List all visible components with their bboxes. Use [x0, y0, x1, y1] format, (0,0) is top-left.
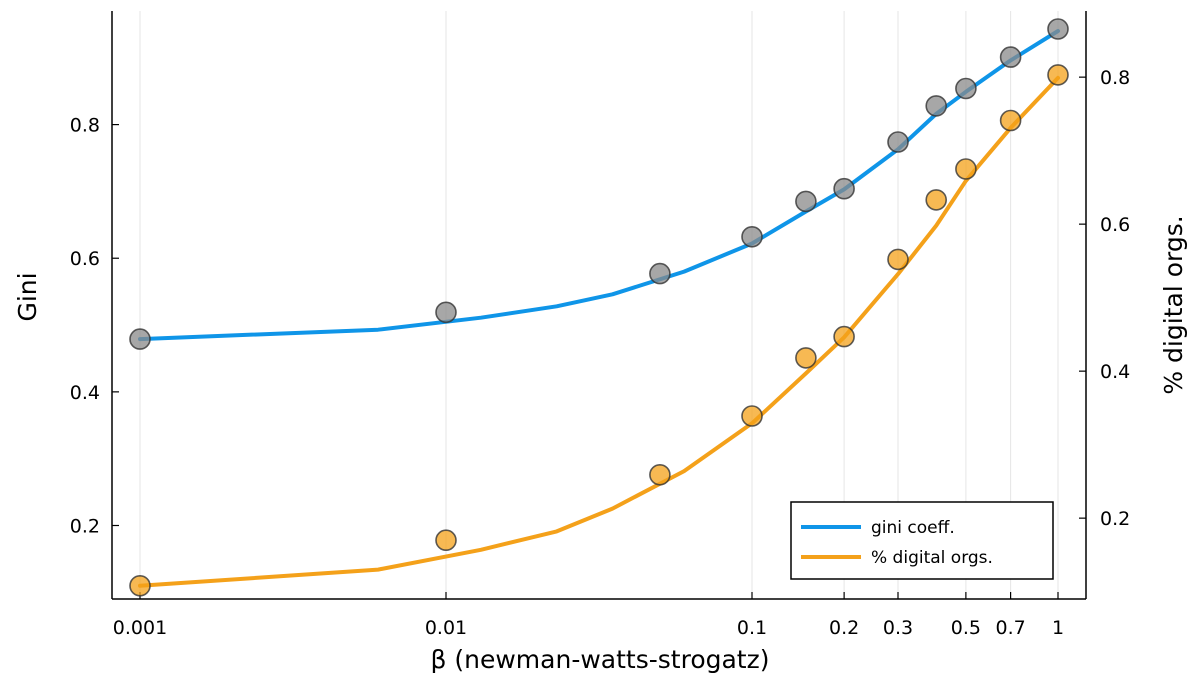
- data-point-gini: [741, 226, 763, 248]
- data-point-digital: [129, 574, 151, 597]
- data-point-gini: [649, 262, 671, 285]
- data-point-digital: [649, 463, 671, 486]
- data-point-gini: [999, 46, 1022, 68]
- fit-line-gini: [138, 29, 1060, 342]
- data-point-digital: [1047, 64, 1069, 86]
- data-point-digital: [955, 158, 977, 180]
- data-point-gini: [129, 328, 151, 350]
- data-point-digital: [999, 109, 1022, 132]
- grid: [139, 11, 1059, 599]
- data-point-gini: [795, 190, 817, 213]
- x-tick-label: 0.1: [737, 617, 767, 639]
- fit-line-digital: [138, 75, 1060, 588]
- x-tick-label: 0.5: [951, 617, 981, 639]
- x-axis-title: β (newman-watts-strogatz): [430, 645, 769, 674]
- right-y-tick-label: 0.6: [1100, 214, 1130, 236]
- data-point-gini: [1047, 18, 1069, 40]
- data-point-gini: [955, 77, 977, 100]
- data-point-gini: [925, 95, 948, 117]
- series: [129, 18, 1069, 597]
- right-y-tick-label: 0.2: [1100, 508, 1130, 530]
- x-tick-label: 1: [1052, 617, 1064, 639]
- x-tick-label: 0.3: [883, 617, 913, 639]
- axes: [111, 11, 1087, 600]
- x-tick-label: 0.2: [829, 617, 859, 639]
- data-point-digital: [887, 248, 909, 271]
- x-tick-label: 0.001: [113, 617, 167, 639]
- x-tick-label: 0.7: [995, 617, 1025, 639]
- right-y-tick-label: 0.8: [1100, 67, 1130, 89]
- left-y-tick-label: 0.4: [70, 382, 100, 404]
- legend: gini coeff. % digital orgs.: [790, 501, 1054, 580]
- right-axis-title: % digital orgs.: [1159, 215, 1188, 394]
- data-point-digital: [925, 189, 948, 211]
- left-y-tick-label: 0.8: [70, 115, 100, 137]
- data-point-digital: [833, 325, 855, 348]
- left-axis-title: Gini: [13, 272, 42, 321]
- x-tick-label: 0.01: [425, 617, 467, 639]
- data-point-digital: [741, 405, 763, 427]
- data-point-gini: [435, 301, 457, 324]
- legend-label-digital: % digital orgs.: [871, 548, 993, 568]
- data-point-gini: [833, 177, 855, 200]
- legend-box: [790, 501, 1054, 580]
- data-point-digital: [795, 347, 817, 369]
- legend-label-gini: gini coeff.: [871, 518, 955, 538]
- left-y-tick-label: 0.2: [70, 516, 100, 538]
- left-y-tick-label: 0.6: [70, 248, 100, 270]
- data-point-digital: [435, 529, 457, 552]
- ticks: 0.001 0.01 0.1 0.2 0.3 0.5 0.7 1 0.2 0.4 0.6 0.8 0.2…: [70, 67, 1130, 639]
- data-point-gini: [887, 131, 909, 153]
- right-y-tick-label: 0.4: [1100, 361, 1130, 383]
